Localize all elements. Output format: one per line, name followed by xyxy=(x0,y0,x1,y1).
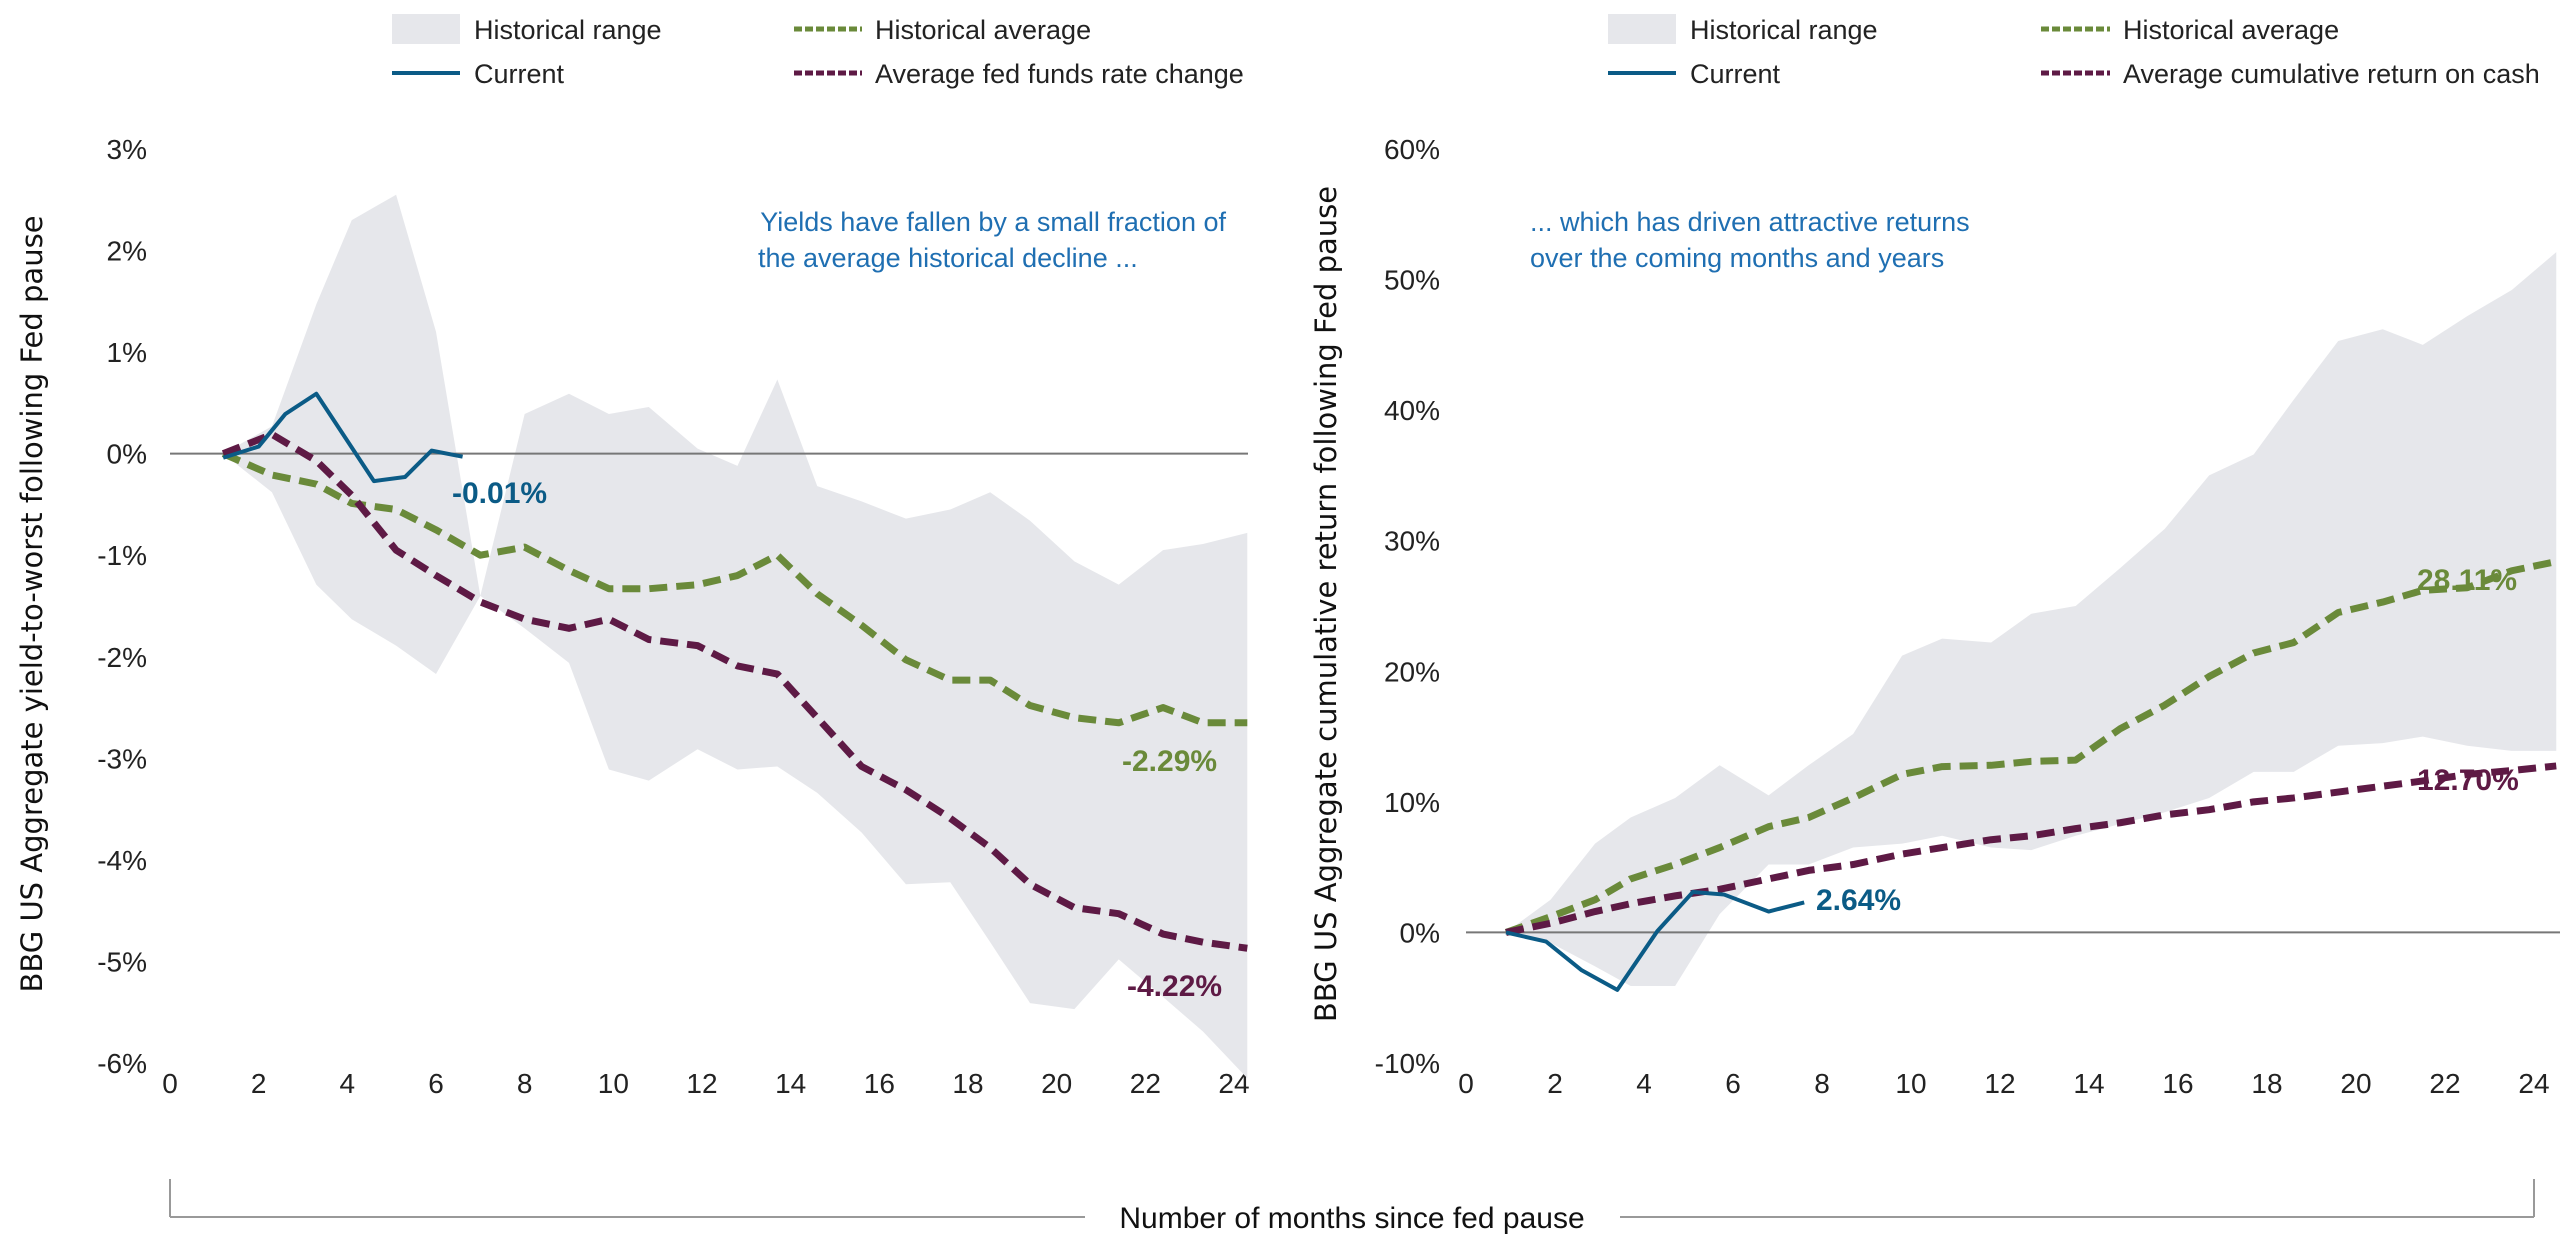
x-tick-label: 4 xyxy=(340,1068,356,1099)
x-tick-label: 24 xyxy=(2518,1068,2549,1099)
annotation-left-line2: the average historical decline ... xyxy=(758,243,1138,273)
current-line xyxy=(222,391,463,484)
y-tick-label: 3% xyxy=(107,134,147,165)
legend-label-current: Current xyxy=(1690,59,1781,89)
legend-label-cash: Average cumulative return on cash xyxy=(2123,59,2540,89)
x-tick-label: 10 xyxy=(598,1068,629,1099)
legend-swatch-range xyxy=(392,14,460,44)
plot-yield-to-worst: 3% 2% 1% 0% -1% -2% -3% -4% -5% -6% 0 2 4 6 8 10 12 14 16 1… xyxy=(97,134,1249,1099)
x-tick-label: 14 xyxy=(2073,1068,2104,1099)
y-tick-label: 50% xyxy=(1384,265,1440,296)
y-tick-label: 60% xyxy=(1384,134,1440,165)
historical-range-band xyxy=(223,194,1248,1079)
x-tick-label: 8 xyxy=(1814,1068,1830,1099)
x-tick-label: 20 xyxy=(2340,1068,2371,1099)
x-tick-label: 20 xyxy=(1041,1068,1072,1099)
legend-label-range: Historical range xyxy=(1690,15,1878,45)
legend-label-fed-funds: Average fed funds rate change xyxy=(875,59,1244,89)
y-tick-label: -5% xyxy=(97,946,147,977)
current-end-label: 2.64% xyxy=(1816,884,1901,917)
legend-label-current: Current xyxy=(474,59,565,89)
x-tick-label: 12 xyxy=(686,1068,717,1099)
x-tick-label: 8 xyxy=(517,1068,533,1099)
historical-average-line xyxy=(1504,558,2557,936)
y-tick-label: -3% xyxy=(97,743,147,774)
y-tick-label: -10% xyxy=(1375,1048,1440,1079)
legend-label-range: Historical range xyxy=(474,15,662,45)
y-tick-label: 2% xyxy=(107,236,147,267)
plot-cumulative-return: 60%50%40%30%20%10%0%-10%0 2 4 6 8 10 12 14 16 18 2… xyxy=(1375,134,2560,1099)
y-tick-label: 30% xyxy=(1384,526,1440,557)
x-tick-label: 4 xyxy=(1636,1068,1652,1099)
y-tick-label: -1% xyxy=(97,540,147,571)
x-tick-label: 2 xyxy=(251,1068,267,1099)
x-tick-label: 22 xyxy=(2429,1068,2460,1099)
legend-label-average: Historical average xyxy=(2123,15,2339,45)
y-axis-title-left: BBG US Aggregate yield-to-worst followin… xyxy=(15,215,49,992)
y-tick-label: 1% xyxy=(107,337,147,368)
current-end-label: -0.01% xyxy=(452,477,547,510)
historical-range-band xyxy=(1506,252,2557,986)
y-tick-label: 0% xyxy=(107,439,147,470)
y-axis-title-right: BBG US Aggregate cumulative return follo… xyxy=(1309,186,1343,1022)
annotation-right-line1: ... which has driven attractive returns xyxy=(1530,207,1970,237)
y-tick-label: 40% xyxy=(1384,395,1440,426)
x-tick-label: 16 xyxy=(2162,1068,2193,1099)
x-tick-label: 18 xyxy=(952,1068,983,1099)
x-tick-label: 22 xyxy=(1130,1068,1161,1099)
current-line xyxy=(1505,889,1805,992)
historical-average-line xyxy=(221,450,1248,727)
x-axis-title: Number of months since fed pause xyxy=(1119,1202,1584,1235)
x-tick-label: 0 xyxy=(1458,1068,1474,1099)
x-tick-label: 18 xyxy=(2251,1068,2282,1099)
fed-funds-end-label: -4.22% xyxy=(1127,970,1222,1003)
y-tick-label: -4% xyxy=(97,845,147,876)
y-tick-label: 20% xyxy=(1384,656,1440,687)
x-tick-label: 16 xyxy=(864,1068,895,1099)
x-tick-label: 12 xyxy=(1984,1068,2015,1099)
annotation-right-line2: over the coming months and years xyxy=(1530,243,1944,273)
legend-label-average: Historical average xyxy=(875,15,1091,45)
y-tick-label: -6% xyxy=(97,1048,147,1079)
historical-average-end-label: 28.11% xyxy=(2417,564,2517,597)
historical-average-end-label: -2.29% xyxy=(1122,745,1217,778)
x-tick-label: 0 xyxy=(162,1068,178,1099)
fed-funds-line xyxy=(221,430,1248,952)
cash-return-line xyxy=(1505,762,2557,936)
y-tick-label: 0% xyxy=(1400,917,1440,948)
x-tick-label: 6 xyxy=(1725,1068,1741,1099)
x-tick-label: 10 xyxy=(1895,1068,1926,1099)
cash-return-end-label: 12.70% xyxy=(2417,764,2519,797)
y-tick-label: 10% xyxy=(1384,787,1440,818)
y-tick-label: -2% xyxy=(97,642,147,673)
legend-right: Historical range Historical average Curr… xyxy=(1608,14,2540,89)
x-tick-label: 6 xyxy=(428,1068,444,1099)
x-axis-bracket: Number of months since fed pause xyxy=(169,1179,2535,1235)
legend-left: Historical range Historical average Curr… xyxy=(392,14,1244,89)
x-tick-label: 14 xyxy=(775,1068,806,1099)
legend-swatch-range xyxy=(1608,14,1676,44)
annotation-left-line1: Yields have fallen by a small fraction o… xyxy=(760,207,1226,237)
x-tick-label: 2 xyxy=(1547,1068,1563,1099)
